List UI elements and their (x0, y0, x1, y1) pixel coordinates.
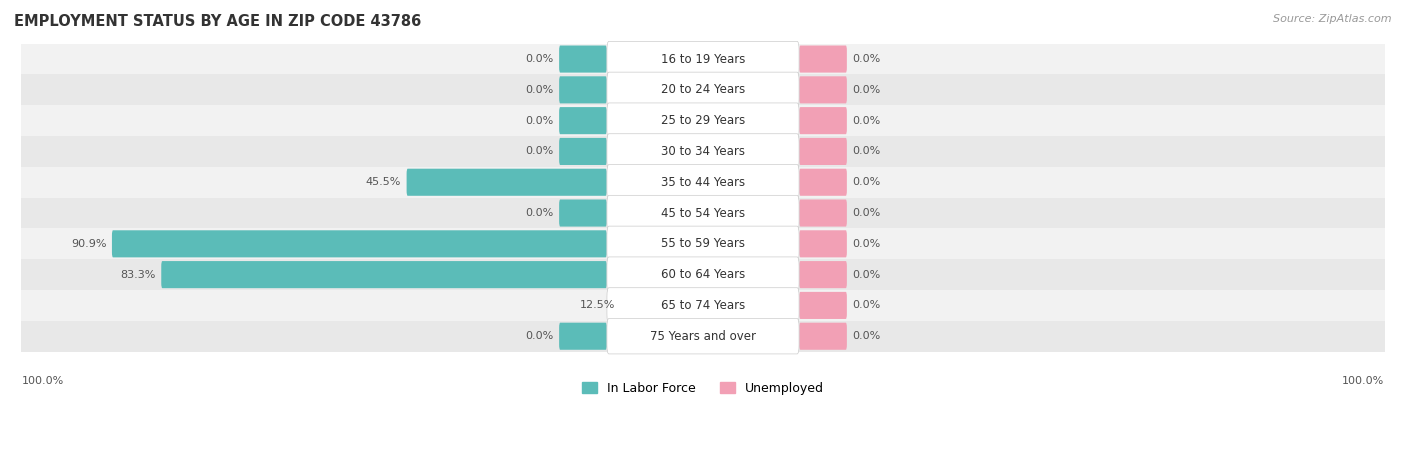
Text: 0.0%: 0.0% (852, 116, 880, 126)
FancyBboxPatch shape (799, 261, 846, 288)
FancyBboxPatch shape (607, 165, 799, 200)
Text: 0.0%: 0.0% (526, 116, 554, 126)
Text: 45.5%: 45.5% (366, 177, 401, 187)
Text: 20 to 24 Years: 20 to 24 Years (661, 83, 745, 96)
Text: 12.5%: 12.5% (581, 301, 616, 310)
FancyBboxPatch shape (799, 323, 846, 350)
Text: 16 to 19 Years: 16 to 19 Years (661, 53, 745, 66)
FancyBboxPatch shape (799, 76, 846, 104)
Text: 0.0%: 0.0% (852, 177, 880, 187)
Text: 75 Years and over: 75 Years and over (650, 330, 756, 343)
FancyBboxPatch shape (799, 45, 846, 72)
FancyBboxPatch shape (21, 321, 1385, 351)
FancyBboxPatch shape (112, 230, 607, 257)
Text: 0.0%: 0.0% (526, 146, 554, 157)
FancyBboxPatch shape (607, 319, 799, 354)
FancyBboxPatch shape (21, 229, 1385, 259)
FancyBboxPatch shape (799, 138, 846, 165)
FancyBboxPatch shape (162, 261, 607, 288)
Text: 65 to 74 Years: 65 to 74 Years (661, 299, 745, 312)
Text: 0.0%: 0.0% (526, 331, 554, 341)
Text: 45 to 54 Years: 45 to 54 Years (661, 207, 745, 220)
Text: 55 to 59 Years: 55 to 59 Years (661, 237, 745, 250)
FancyBboxPatch shape (21, 259, 1385, 290)
Text: 90.9%: 90.9% (72, 239, 107, 249)
Text: 0.0%: 0.0% (526, 208, 554, 218)
Text: 100.0%: 100.0% (21, 376, 63, 386)
FancyBboxPatch shape (607, 72, 799, 108)
Text: 0.0%: 0.0% (852, 85, 880, 95)
Text: 83.3%: 83.3% (121, 270, 156, 279)
FancyBboxPatch shape (607, 257, 799, 292)
FancyBboxPatch shape (560, 138, 607, 165)
Legend: In Labor Force, Unemployed: In Labor Force, Unemployed (576, 377, 830, 400)
Text: 0.0%: 0.0% (852, 146, 880, 157)
FancyBboxPatch shape (607, 103, 799, 138)
FancyBboxPatch shape (21, 136, 1385, 167)
FancyBboxPatch shape (560, 76, 607, 104)
Text: 0.0%: 0.0% (852, 331, 880, 341)
FancyBboxPatch shape (607, 226, 799, 261)
Text: 0.0%: 0.0% (526, 54, 554, 64)
FancyBboxPatch shape (607, 288, 799, 323)
FancyBboxPatch shape (21, 167, 1385, 198)
FancyBboxPatch shape (560, 199, 607, 227)
FancyBboxPatch shape (560, 107, 607, 134)
FancyBboxPatch shape (799, 292, 846, 319)
FancyBboxPatch shape (560, 323, 607, 350)
FancyBboxPatch shape (21, 74, 1385, 105)
Text: 0.0%: 0.0% (852, 208, 880, 218)
FancyBboxPatch shape (21, 105, 1385, 136)
Text: 30 to 34 Years: 30 to 34 Years (661, 145, 745, 158)
Text: 0.0%: 0.0% (852, 270, 880, 279)
FancyBboxPatch shape (607, 134, 799, 169)
Text: 0.0%: 0.0% (852, 239, 880, 249)
FancyBboxPatch shape (607, 41, 799, 77)
Text: Source: ZipAtlas.com: Source: ZipAtlas.com (1274, 14, 1392, 23)
Text: 60 to 64 Years: 60 to 64 Years (661, 268, 745, 281)
FancyBboxPatch shape (607, 195, 799, 231)
Text: 0.0%: 0.0% (526, 85, 554, 95)
Text: 0.0%: 0.0% (852, 301, 880, 310)
FancyBboxPatch shape (799, 230, 846, 257)
Text: EMPLOYMENT STATUS BY AGE IN ZIP CODE 43786: EMPLOYMENT STATUS BY AGE IN ZIP CODE 437… (14, 14, 422, 28)
FancyBboxPatch shape (21, 198, 1385, 229)
FancyBboxPatch shape (21, 44, 1385, 74)
FancyBboxPatch shape (406, 169, 607, 196)
Text: 25 to 29 Years: 25 to 29 Years (661, 114, 745, 127)
FancyBboxPatch shape (799, 107, 846, 134)
FancyBboxPatch shape (560, 45, 607, 72)
FancyBboxPatch shape (799, 199, 846, 227)
Text: 0.0%: 0.0% (852, 54, 880, 64)
Text: 100.0%: 100.0% (1343, 376, 1385, 386)
FancyBboxPatch shape (21, 290, 1385, 321)
FancyBboxPatch shape (799, 169, 846, 196)
Text: 35 to 44 Years: 35 to 44 Years (661, 176, 745, 189)
